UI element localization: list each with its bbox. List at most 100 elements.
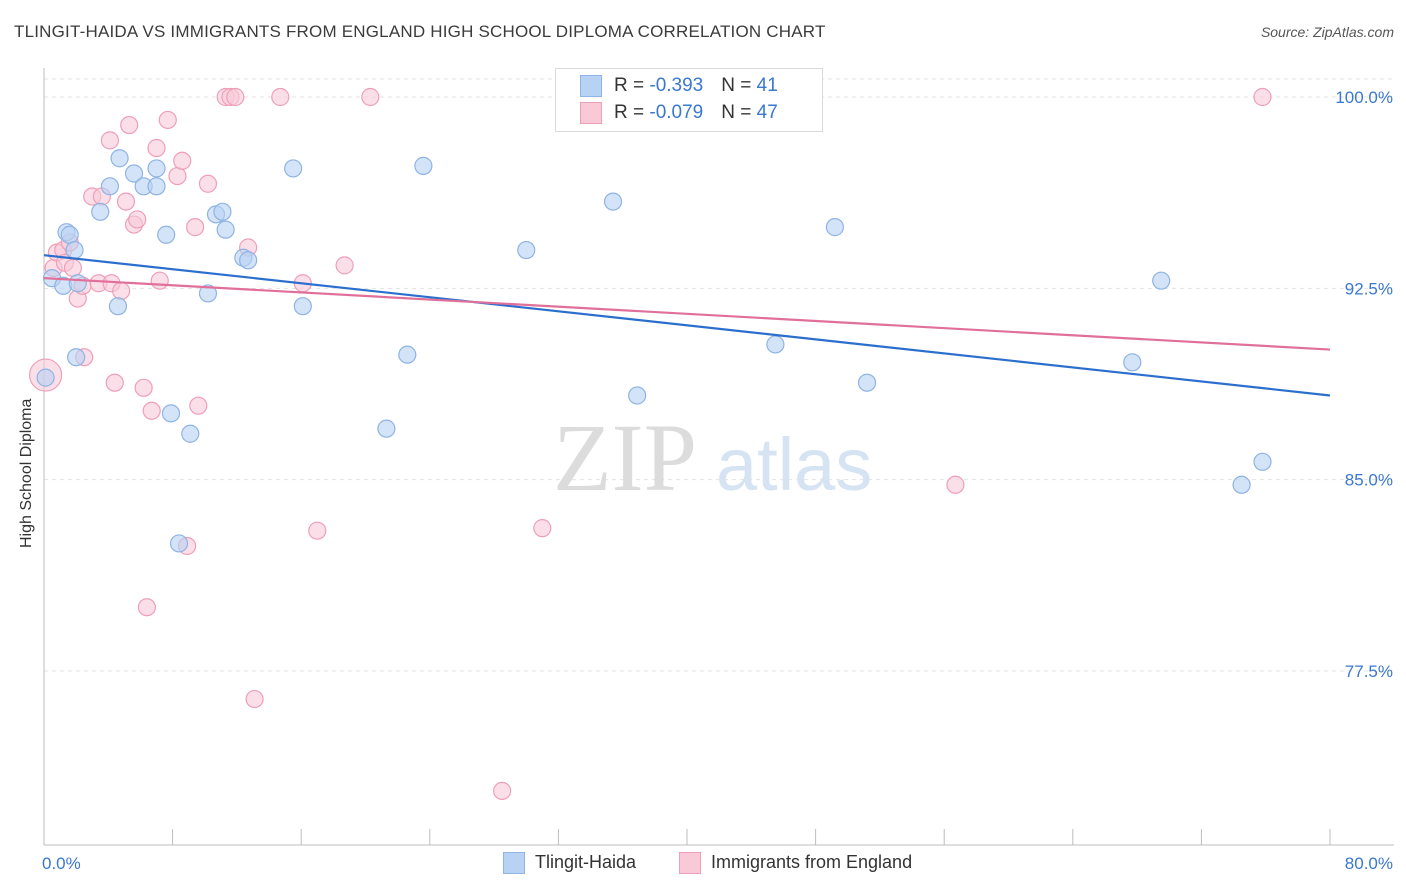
x-tick-label: 0.0% xyxy=(42,854,81,873)
series-tlingit-haida xyxy=(36,149,1272,553)
point-tlingit-haida xyxy=(1232,475,1251,494)
point-tlingit-haida xyxy=(157,225,176,244)
point-tlingit-haida xyxy=(65,240,84,260)
point-tlingit-haida xyxy=(603,192,623,211)
bottom-legend-immigrants-from-england: Immigrants from England xyxy=(679,852,913,875)
point-immigrants-from-england xyxy=(173,151,192,170)
bottom-legend-tlingit-haida: Tlingit-Haida xyxy=(503,852,636,875)
point-immigrants-from-england xyxy=(158,110,177,130)
axes xyxy=(43,68,1394,846)
bottom-legend-label: Immigrants from England xyxy=(711,852,913,872)
point-immigrants-from-england xyxy=(134,378,153,397)
point-tlingit-haida xyxy=(1152,271,1171,290)
point-immigrants-from-england xyxy=(226,87,245,107)
tick-labels: 100.0% 92.5% 85.0% 77.5% 0.0% 80.0% xyxy=(42,88,1393,873)
trend-line-tlingit-haida xyxy=(43,254,1331,397)
point-tlingit-haida xyxy=(124,164,144,183)
point-immigrants-from-england xyxy=(128,210,147,229)
point-tlingit-haida xyxy=(1123,353,1142,372)
point-tlingit-haida xyxy=(1253,452,1272,471)
point-immigrants-from-england xyxy=(105,373,124,392)
y-tick-label: 92.5% xyxy=(1345,279,1393,298)
point-tlingit-haida xyxy=(198,284,218,303)
point-tlingit-haida xyxy=(161,404,181,423)
point-tlingit-haida xyxy=(181,424,200,443)
bottom-legend-swatch-pink xyxy=(679,852,701,875)
trend-lines xyxy=(43,254,1331,397)
point-immigrants-from-england xyxy=(189,396,208,415)
trend-line-immigrants-from-england xyxy=(43,277,1331,351)
y-tick-label: 100.0% xyxy=(1335,88,1393,107)
point-immigrants-from-england xyxy=(63,258,83,278)
point-immigrants-from-england xyxy=(186,218,205,237)
point-tlingit-haida xyxy=(108,297,128,316)
point-immigrants-from-england xyxy=(493,781,512,801)
point-tlingit-haida xyxy=(628,386,647,405)
point-tlingit-haida xyxy=(377,419,396,438)
legend-swatch-blue xyxy=(580,75,602,97)
watermark-zip: ZIP xyxy=(553,404,697,511)
x-tick-label: 80.0% xyxy=(1345,854,1393,873)
point-immigrants-from-england xyxy=(335,256,354,275)
point-tlingit-haida xyxy=(147,159,166,178)
y-tick-label: 85.0% xyxy=(1345,471,1393,490)
point-tlingit-haida xyxy=(284,159,303,178)
point-tlingit-haida xyxy=(110,149,129,168)
point-immigrants-from-england xyxy=(946,475,965,494)
point-immigrants-from-england xyxy=(112,281,131,300)
legend-r-value: -0.393 xyxy=(649,75,704,97)
point-immigrants-from-england xyxy=(100,131,120,150)
point-tlingit-haida xyxy=(239,251,258,270)
point-immigrants-from-england xyxy=(120,115,139,135)
point-tlingit-haida xyxy=(293,297,312,316)
point-tlingit-haida xyxy=(169,534,189,553)
legend-n-label: N = xyxy=(721,75,757,97)
point-immigrants-from-england xyxy=(1253,87,1272,107)
y-tick-label: 77.5% xyxy=(1345,662,1393,681)
point-immigrants-from-england xyxy=(198,174,218,193)
legend-n-value: 47 xyxy=(756,102,778,124)
point-immigrants-from-england xyxy=(137,598,156,617)
point-tlingit-haida xyxy=(68,274,87,293)
point-tlingit-haida xyxy=(213,202,232,221)
bottom-legend-swatch-blue xyxy=(503,852,525,875)
point-immigrants-from-england xyxy=(271,87,290,107)
watermark-atlas: atlas xyxy=(716,423,872,506)
point-tlingit-haida xyxy=(414,156,433,175)
gridlines xyxy=(44,78,1394,672)
point-tlingit-haida xyxy=(766,335,785,354)
point-immigrants-from-england xyxy=(116,192,136,211)
point-tlingit-haida xyxy=(216,220,235,239)
point-immigrants-from-england xyxy=(533,519,552,538)
legend-r-value: -0.079 xyxy=(649,102,704,124)
chart-title: TLINGIT-HAIDA VS IMMIGRANTS FROM ENGLAND… xyxy=(14,22,826,41)
legend-n-label: N = xyxy=(721,102,757,124)
point-tlingit-haida xyxy=(857,373,877,392)
legend-r-label: R = xyxy=(614,102,650,124)
y-axis-label: High School Diploma xyxy=(18,398,35,548)
point-immigrants-from-england xyxy=(147,138,166,158)
series-immigrants-from-england xyxy=(29,87,1272,801)
stats-legend: R = -0.393 N = 41 R = -0.079 N = 47 xyxy=(555,68,823,132)
point-immigrants-from-england xyxy=(150,271,169,290)
point-tlingit-haida xyxy=(825,218,844,237)
point-immigrants-from-england xyxy=(168,166,187,186)
point-immigrants-from-england xyxy=(245,689,264,709)
legend-swatch-pink xyxy=(580,102,602,124)
legend-n-value: 41 xyxy=(756,75,778,97)
legend-row-tlingit-haida: R = -0.393 N = 41 xyxy=(580,75,778,99)
point-immigrants-from-england xyxy=(308,521,327,540)
point-tlingit-haida xyxy=(60,225,79,244)
source-label: Source: ZipAtlas.com xyxy=(1260,24,1394,40)
point-tlingit-haida xyxy=(147,177,166,196)
legend-row-immigrants-from-england: R = -0.079 N = 47 xyxy=(580,102,778,126)
point-immigrants-from-england xyxy=(142,401,161,420)
legend-r-label: R = xyxy=(614,75,650,97)
point-tlingit-haida xyxy=(100,177,120,196)
point-tlingit-haida xyxy=(398,345,417,364)
point-tlingit-haida xyxy=(67,348,86,367)
point-immigrants-from-england xyxy=(361,87,380,107)
point-tlingit-haida xyxy=(36,368,55,387)
point-tlingit-haida xyxy=(91,202,110,221)
